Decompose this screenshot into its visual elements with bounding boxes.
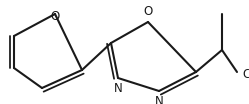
Text: O: O <box>50 10 60 23</box>
Text: N: N <box>114 82 122 95</box>
Text: Cl: Cl <box>242 67 249 80</box>
Text: O: O <box>143 5 153 18</box>
Text: N: N <box>155 95 163 104</box>
